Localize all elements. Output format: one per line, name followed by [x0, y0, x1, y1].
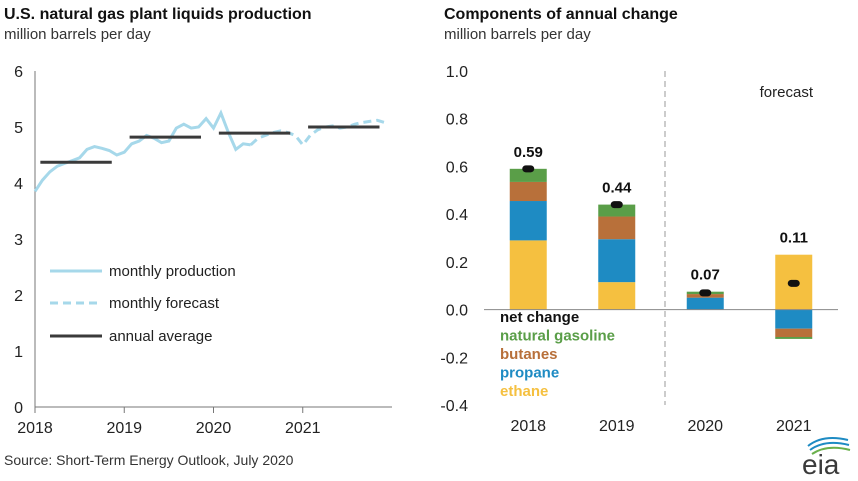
left-chart-subtitle: million barrels per day — [4, 26, 151, 43]
bar-propane-2018 — [509, 201, 547, 241]
left-y-tick-label: 3 — [14, 232, 23, 249]
left-x-tick-label: 2018 — [17, 420, 53, 437]
net-change-label-2021: 0.11 — [780, 230, 808, 247]
bar-ethane-2019 — [598, 282, 636, 310]
right-x-tick-label: 2020 — [687, 418, 723, 435]
legend-annual-average-label: annual average — [109, 328, 212, 345]
legend-propane: propane — [500, 365, 559, 382]
right-y-tick-label: 0.8 — [446, 112, 468, 129]
left-y-tick-label: 0 — [14, 400, 23, 417]
right-x-tick-label: 2019 — [599, 418, 635, 435]
right-y-tick-label: -0.2 — [440, 350, 468, 367]
net-change-marker-2018 — [522, 165, 535, 173]
bar-ethane-2018 — [509, 240, 547, 310]
right-y-tick-label: 1.0 — [446, 64, 468, 81]
net-change-marker-2019 — [610, 201, 623, 209]
bar-natural-gasoline-2018 — [509, 168, 547, 182]
left-y-tick-label: 6 — [14, 64, 23, 81]
left-x-tick-label: 2021 — [285, 420, 321, 437]
bar-butanes-2018 — [509, 181, 547, 202]
legend-natural-gasoline: natural gasoline — [500, 328, 615, 345]
legend-monthly-forecast-label: monthly forecast — [109, 295, 220, 312]
left-chart-title: U.S. natural gas plant liquids productio… — [4, 6, 312, 23]
legend-monthly-production-label: monthly production — [109, 263, 236, 280]
bar-natural-gasoline-2019 — [598, 204, 636, 217]
right-y-tick-label: 0.4 — [446, 207, 468, 224]
right-chart-title: Components of annual change — [444, 6, 678, 23]
right-x-tick-label: 2018 — [510, 418, 546, 435]
bar-natural-gasoline-2021 — [775, 337, 813, 339]
left-y-tick-label: 1 — [14, 344, 23, 361]
left-y-tick-label: 5 — [14, 120, 23, 137]
net-change-marker-2020 — [699, 289, 712, 297]
bar-propane-2019 — [598, 239, 636, 283]
net-change-label-2019: 0.44 — [602, 180, 632, 197]
net-change-marker-2021 — [787, 279, 800, 287]
forecast-annotation: forecast — [760, 84, 814, 101]
left-x-tick-label: 2019 — [106, 420, 142, 437]
bar-butanes-2021 — [775, 328, 813, 338]
right-x-tick-label: 2021 — [776, 418, 812, 435]
logo-text: eia — [802, 449, 840, 480]
bar-propane-2020 — [686, 297, 724, 310]
right-y-tick-label: 0.0 — [446, 303, 468, 320]
bar-propane-2021 — [775, 309, 813, 329]
net-change-label-2018: 0.59 — [514, 144, 543, 161]
net-change-label-2020: 0.07 — [691, 267, 720, 284]
left-x-tick-label: 2020 — [196, 420, 232, 437]
source-note: Source: Short-Term Energy Outlook, July … — [4, 452, 294, 468]
legend-ethane: ethane — [500, 383, 548, 400]
legend-butanes: butanes — [500, 346, 558, 363]
left-y-tick-label: 2 — [14, 288, 23, 305]
legend-net-change: net change — [500, 309, 579, 326]
right-y-tick-label: -0.4 — [440, 398, 468, 415]
right-y-tick-label: 0.2 — [446, 255, 468, 272]
right-y-tick-label: 0.6 — [446, 159, 468, 176]
eia-logo: eia — [802, 437, 851, 480]
right-chart-subtitle: million barrels per day — [444, 26, 591, 43]
bar-butanes-2019 — [598, 216, 636, 240]
monthly-forecast-line — [249, 118, 386, 148]
left-y-tick-label: 4 — [14, 176, 23, 193]
